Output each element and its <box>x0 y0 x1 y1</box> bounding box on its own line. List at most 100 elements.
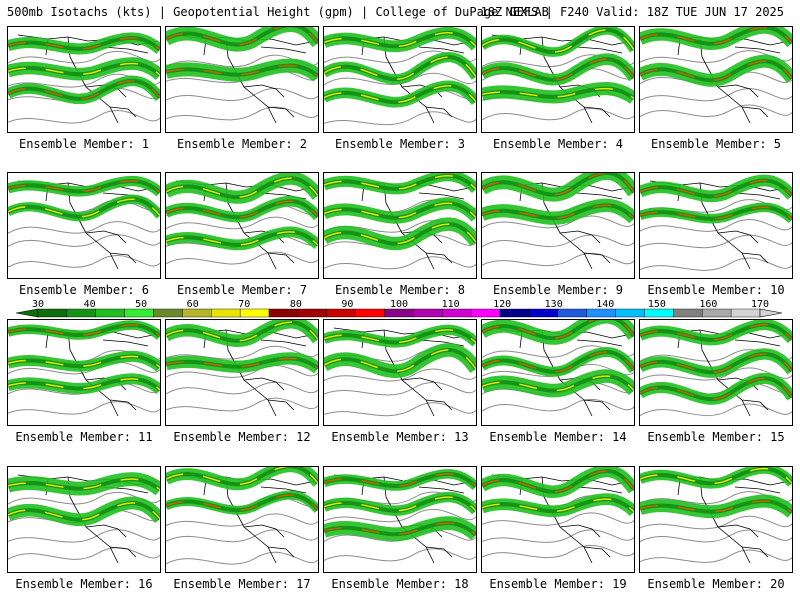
colorbar-swatch <box>499 308 530 318</box>
jet-core <box>8 378 160 391</box>
colorbar-swatch <box>355 308 385 318</box>
jet-core <box>166 177 318 198</box>
map-canvas <box>482 173 634 270</box>
colorbar-swatch <box>528 308 559 318</box>
jet-core <box>640 60 792 81</box>
isotach-band-inner <box>482 27 634 54</box>
map-canvas <box>8 32 160 124</box>
map-canvas <box>166 320 318 417</box>
height-contour <box>8 221 160 234</box>
ensemble-member-label: Ensemble Member: 10 <box>647 283 785 297</box>
ensemble-member-label: Ensemble Member: 1 <box>18 137 150 151</box>
isotach-band <box>482 320 634 345</box>
height-contour <box>640 549 792 563</box>
coastline-borders <box>649 474 791 564</box>
colorbar-swatch <box>442 308 472 318</box>
map-canvas <box>640 174 792 271</box>
height-contour <box>166 216 318 230</box>
jet-core <box>324 473 476 488</box>
height-contour <box>8 255 160 268</box>
jet-core <box>8 355 160 368</box>
jet-core <box>166 467 318 485</box>
jet-core <box>324 202 476 219</box>
jet-core <box>482 470 634 493</box>
jet-core <box>8 37 160 51</box>
jet-core <box>640 467 792 485</box>
ensemble-member-label: Ensemble Member: 13 <box>331 430 469 444</box>
height-contour <box>166 251 318 265</box>
ensemble-member-map <box>639 26 793 133</box>
ensemble-member-map <box>481 172 635 279</box>
ensemble-member-label: Ensemble Member: 6 <box>18 283 150 297</box>
height-contour <box>640 515 792 530</box>
colorbar-swatch <box>182 308 212 318</box>
height-contour <box>482 215 634 229</box>
ensemble-member-map <box>481 319 635 426</box>
colorbar-tick-label: 150 <box>648 299 666 310</box>
colorbar-graphic: 30 40 50 60 70 80 90 100 110 120 130 140 150 160 170 <box>15 299 783 318</box>
colorbar-swatch <box>673 308 703 318</box>
map-canvas <box>482 467 634 564</box>
height-contour <box>640 219 792 232</box>
colorbar-swatch <box>557 308 587 318</box>
coastline-borders <box>333 327 475 417</box>
ensemble-member-map <box>7 466 161 573</box>
colorbar-swatch <box>124 308 154 318</box>
ensemble-member-label: Ensemble Member: 17 <box>173 577 311 591</box>
map-canvas <box>8 472 160 564</box>
height-contour <box>166 106 318 121</box>
isotach-band-inner <box>324 55 476 82</box>
ensemble-member-label: Ensemble Member: 4 <box>492 137 624 151</box>
map-canvas <box>324 469 476 564</box>
jet-core <box>482 87 634 100</box>
jet-core <box>8 198 160 218</box>
ensemble-member-map <box>7 172 161 279</box>
jet-core <box>8 478 160 491</box>
ensemble-member-map <box>7 26 161 133</box>
colorbar-swatch <box>326 308 356 318</box>
colorbar-swatch <box>211 308 241 318</box>
height-contour <box>640 403 792 417</box>
ensemble-member-label: Ensemble Member: 16 <box>15 577 153 591</box>
colorbar-swatch <box>297 308 328 318</box>
height-contour <box>8 401 160 415</box>
header: 500mb Isotachs (kts) | Geopotential Heig… <box>0 0 800 22</box>
jet-core <box>8 180 160 193</box>
colorbar-swatch <box>702 308 732 318</box>
colorbar-tick-label: 110 <box>442 299 460 310</box>
height-contour <box>482 398 634 412</box>
ensemble-member-label: Ensemble Member: 8 <box>334 283 466 297</box>
colorbar-tick-label: 100 <box>390 299 408 310</box>
height-contour <box>324 508 476 523</box>
height-contour <box>8 110 160 124</box>
height-contour <box>640 88 792 102</box>
colorbar-swatch <box>644 308 674 318</box>
colorbar-swatch <box>268 308 299 318</box>
jet-core <box>166 321 318 342</box>
height-contour <box>640 104 792 118</box>
coastline-borders <box>17 474 159 564</box>
map-canvas <box>482 320 634 417</box>
ensemble-member-label: Ensemble Member: 7 <box>176 283 308 297</box>
jet-core <box>324 85 476 103</box>
height-contour <box>640 257 792 271</box>
height-contour <box>482 544 634 559</box>
height-contour <box>482 234 634 248</box>
map-canvas <box>640 27 792 124</box>
ensemble-member-map <box>481 466 635 573</box>
ensemble-member-map <box>323 319 477 426</box>
colorbar-tick-label: 50 <box>135 299 147 310</box>
ensemble-member-label: Ensemble Member: 3 <box>334 137 466 151</box>
map-canvas <box>8 320 160 417</box>
height-contour <box>324 256 476 270</box>
coastline-borders <box>649 180 791 270</box>
ensemble-member-label: Ensemble Member: 20 <box>647 577 785 591</box>
height-contour <box>166 397 318 412</box>
jet-core <box>166 200 318 218</box>
ensemble-member-label: Ensemble Member: 12 <box>173 430 311 444</box>
colorbar-tick-label: 70 <box>238 299 250 310</box>
ensemble-member-label: Ensemble Member: 5 <box>650 137 782 151</box>
jet-core <box>640 353 792 373</box>
jet-core <box>166 231 318 246</box>
ensemble-member-map <box>639 319 793 426</box>
